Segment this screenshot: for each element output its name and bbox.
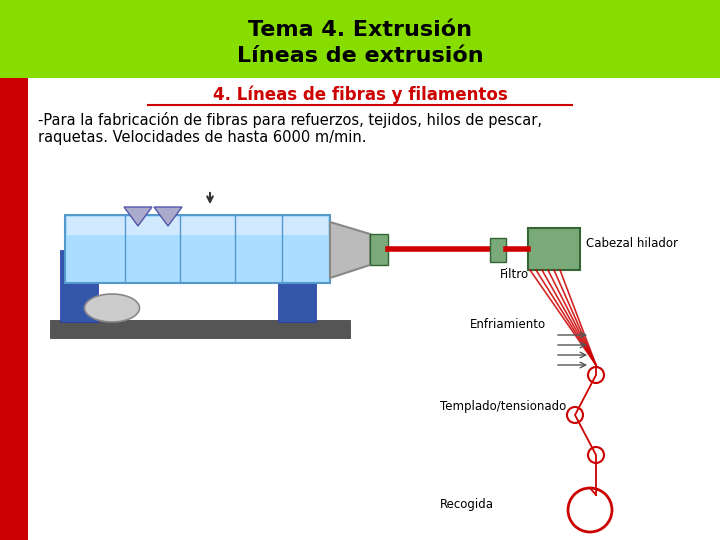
- Text: -Para la fabricación de fibras para refuerzos, tejidos, hilos de pescar,: -Para la fabricación de fibras para refu…: [38, 112, 542, 128]
- FancyBboxPatch shape: [278, 250, 316, 322]
- Text: Tema 4. Extrusión: Tema 4. Extrusión: [248, 20, 472, 40]
- FancyBboxPatch shape: [0, 78, 28, 540]
- Text: Enfriamiento: Enfriamiento: [470, 318, 546, 331]
- Text: Cabezal hilador: Cabezal hilador: [586, 237, 678, 250]
- Text: Líneas de extrusión: Líneas de extrusión: [237, 46, 483, 66]
- Polygon shape: [124, 207, 152, 226]
- FancyBboxPatch shape: [370, 234, 388, 265]
- Polygon shape: [154, 207, 182, 226]
- FancyBboxPatch shape: [67, 217, 328, 235]
- Polygon shape: [330, 222, 370, 278]
- Text: Filtro: Filtro: [500, 268, 529, 281]
- FancyBboxPatch shape: [0, 0, 720, 78]
- FancyBboxPatch shape: [60, 250, 98, 322]
- Text: Recogida: Recogida: [440, 498, 494, 511]
- Text: raquetas. Velocidades de hasta 6000 m/min.: raquetas. Velocidades de hasta 6000 m/mi…: [38, 130, 366, 145]
- FancyBboxPatch shape: [50, 320, 350, 338]
- FancyBboxPatch shape: [65, 215, 330, 283]
- Text: 4. Líneas de fibras y filamentos: 4. Líneas de fibras y filamentos: [212, 85, 508, 104]
- Text: Templado/tensionado: Templado/tensionado: [440, 400, 566, 413]
- FancyBboxPatch shape: [490, 238, 506, 262]
- FancyBboxPatch shape: [528, 228, 580, 270]
- Ellipse shape: [84, 294, 140, 322]
